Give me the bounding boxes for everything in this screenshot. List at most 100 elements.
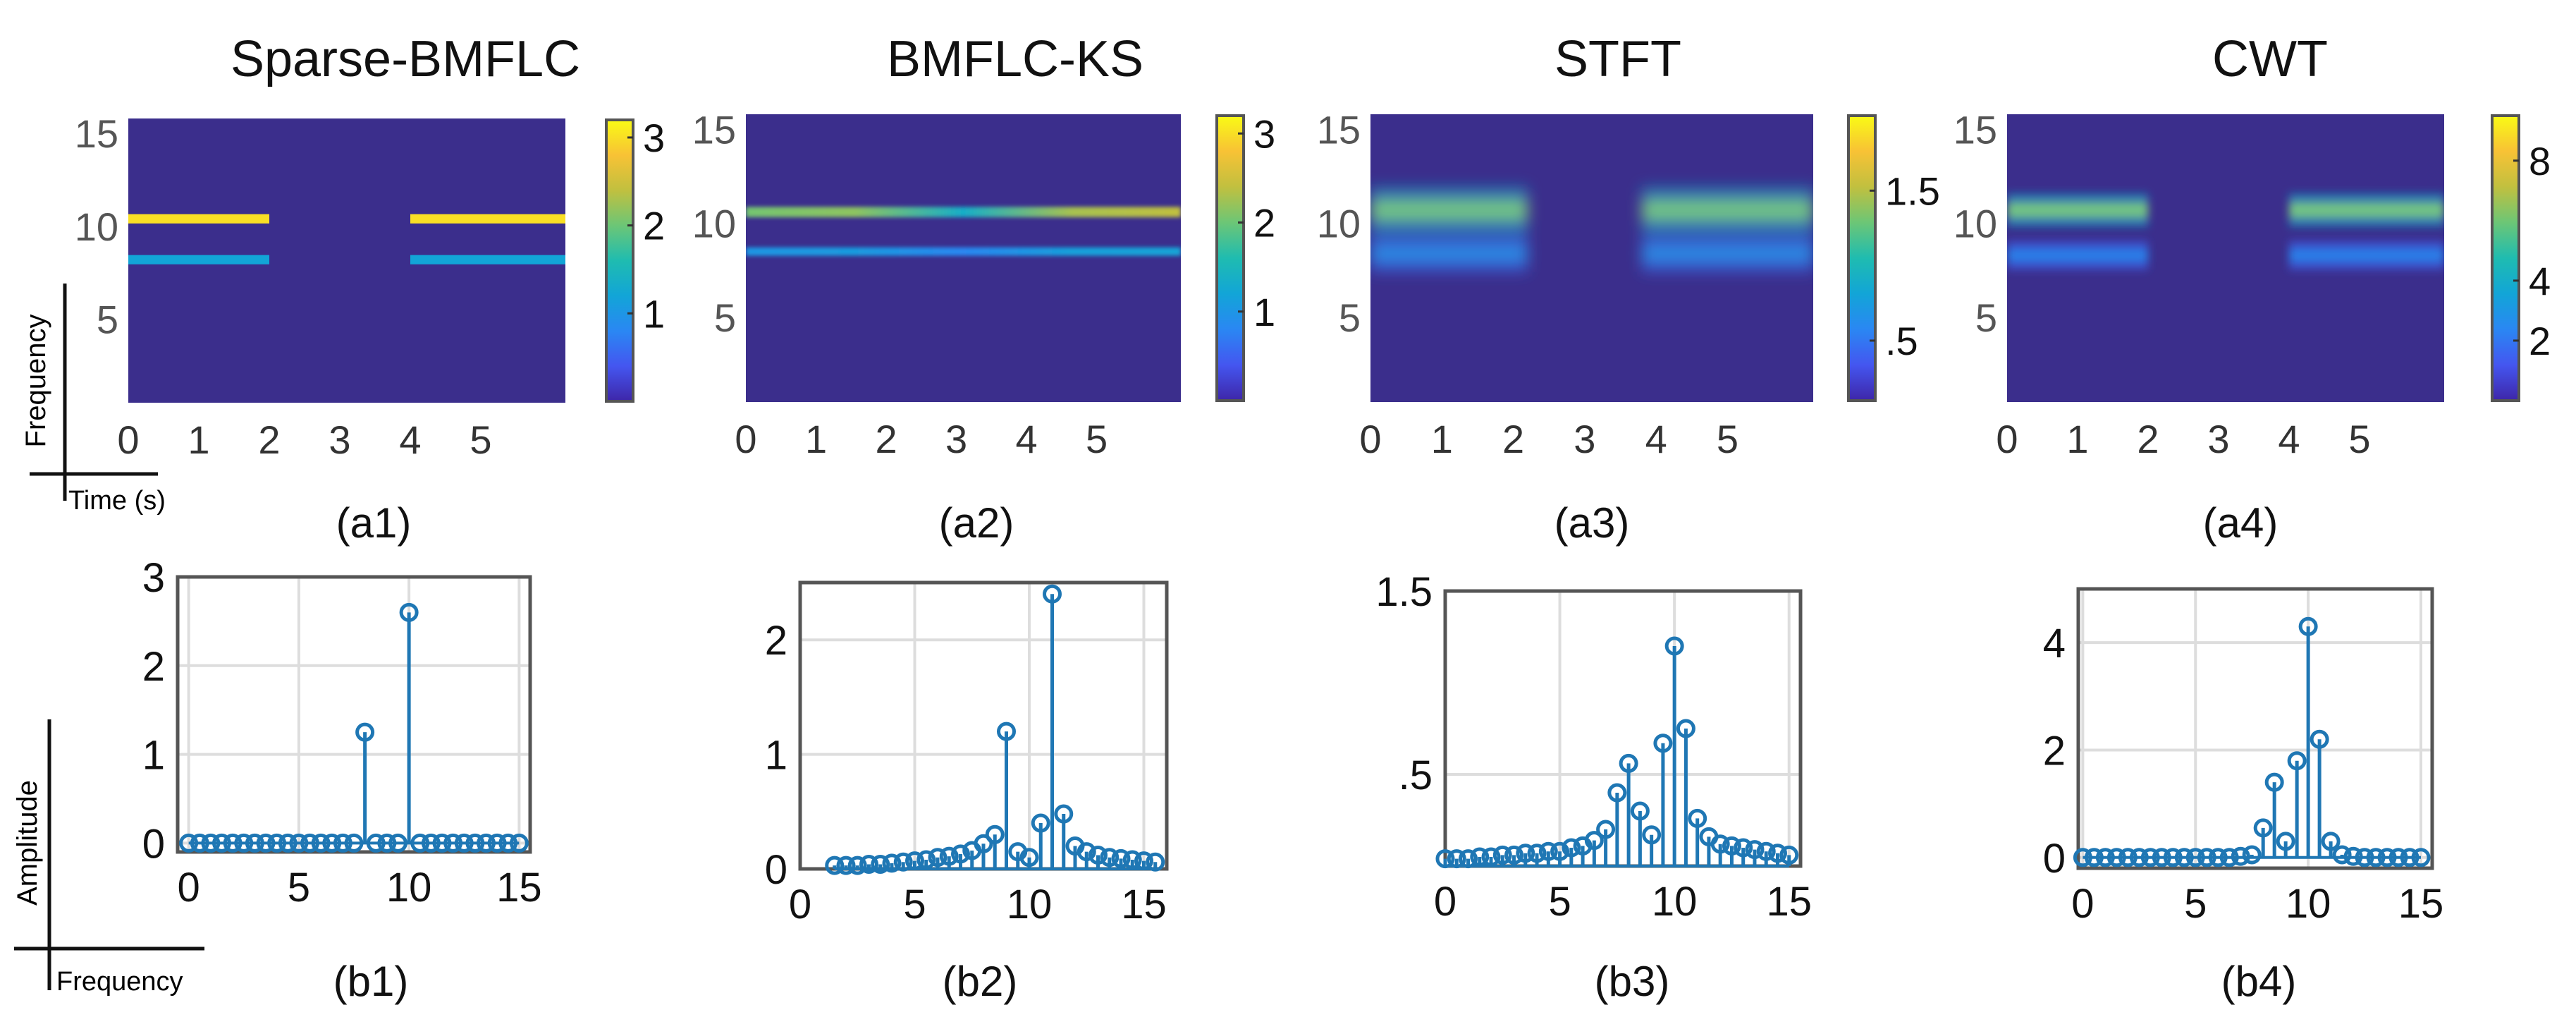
colorbar-tick-label: 3 [1253, 111, 1275, 156]
stem-marker [1562, 838, 1581, 858]
y-tick-label: 0 [2043, 836, 2066, 882]
stem-marker [245, 833, 264, 853]
stem-marker [1447, 849, 1466, 869]
stem-marker [1146, 852, 1165, 872]
heatmap-panel-a2: BMFLC-KS (a2) 0 1 2 3 4 5 5 10 15 1 2 3 [692, 31, 1275, 547]
stem-marker [1435, 849, 1455, 869]
y-tick-label: 5 [1975, 296, 1997, 340]
stem-marker [1122, 850, 1142, 870]
stem-marker [234, 833, 254, 853]
stem-marker [1745, 840, 1765, 860]
y-tick-label: 15 [692, 107, 736, 152]
x-tick-label: 5 [1086, 417, 1108, 461]
stem-marker [2129, 848, 2149, 867]
stem-marker [410, 833, 430, 853]
stem-marker [1722, 836, 1741, 856]
heatmap-bands [1370, 187, 1813, 272]
stem-marker [190, 833, 209, 853]
plot-area [178, 577, 530, 852]
axes-box [2076, 587, 2434, 870]
y-tick-label: 2 [765, 618, 787, 664]
x-tick-label: 2 [2137, 417, 2159, 461]
heatmap-bands [2007, 193, 2444, 270]
plot-area [800, 583, 1167, 869]
stem-marker [1756, 841, 1776, 861]
stem-marker [1676, 719, 1695, 738]
x-tick-label: 2 [258, 418, 280, 462]
stem-marker [1134, 851, 1153, 871]
stem-marker [465, 833, 485, 853]
x-tick-label: 0 [789, 882, 811, 927]
x-tick-label: 5 [1548, 879, 1571, 925]
frequency-xaxis-label: Frequency [56, 967, 183, 997]
stem-marker [1481, 847, 1501, 867]
plot-area [2078, 589, 2432, 868]
stem-marker [344, 833, 364, 853]
x-tick-label: 15 [496, 865, 542, 911]
stem-marker [1642, 825, 1662, 845]
panel-title-a3: STFT [1554, 31, 1681, 87]
y-tick-label: 10 [692, 202, 736, 246]
stem-marker [377, 833, 397, 853]
stem-marker [2174, 848, 2194, 867]
stem-marker [300, 833, 319, 853]
x-tick-label: 0 [2071, 881, 2094, 927]
stem-panel-b3: 0 5 10 15 .5 1.5 (b3) [1375, 569, 1812, 1005]
stem-marker [509, 833, 529, 853]
heatmap-band [410, 214, 565, 224]
x-tick-label: 15 [1121, 882, 1167, 927]
stem-marker [2140, 848, 2160, 867]
y-tick-label: 3 [142, 555, 165, 601]
x-tick-label: 3 [329, 418, 350, 462]
stem-marker [2298, 616, 2318, 636]
heatmap-band [128, 255, 269, 264]
colorbar-a4 [2491, 114, 2520, 402]
stem-marker [2084, 848, 2104, 867]
stem-marker [399, 602, 419, 622]
x-tick-label: 1 [1431, 417, 1453, 461]
stem-marker [2366, 848, 2386, 867]
heatmap-band-halo [2289, 193, 2444, 227]
heatmap-band-halo [2007, 240, 2148, 270]
stem-marker [267, 833, 287, 853]
x-tick-label: 4 [1015, 417, 1037, 461]
stem-marker [2208, 848, 2228, 867]
stem-marker [1019, 848, 1039, 867]
stem-marker [1054, 804, 1074, 824]
stem-marker [421, 833, 441, 853]
stem-marker [1607, 783, 1627, 803]
stem-marker [179, 833, 199, 853]
heatmap-band-halo [1641, 234, 1813, 272]
stem-marker [836, 856, 856, 875]
x-tick-label: 0 [1434, 879, 1456, 925]
y-tick-label: 10 [1317, 202, 1361, 246]
stem-marker [2355, 848, 2374, 867]
y-tick-label: 10 [1954, 202, 1997, 246]
stem-marker [256, 833, 276, 853]
heatmap-band [410, 255, 565, 264]
panel-caption-a3: (a3) [1554, 499, 1630, 547]
x-tick-label: 10 [1652, 879, 1698, 925]
x-tick-label: 1 [805, 417, 827, 461]
stem-marker [2400, 848, 2419, 867]
x-tick-label: 4 [2278, 417, 2300, 461]
stem-marker [1779, 845, 1799, 865]
time-axis-label: Time (s) [68, 486, 166, 516]
stem-marker [859, 855, 878, 875]
heatmap-band [128, 214, 269, 224]
panel-caption-b3: (b3) [1595, 958, 1670, 1005]
stem-marker [985, 824, 1005, 844]
stem-marker [1527, 844, 1547, 863]
stem-marker [847, 856, 867, 875]
y-tick-label: 15 [1954, 107, 1997, 152]
heatmap-band [746, 247, 1181, 256]
x-tick-label: 1 [2066, 417, 2088, 461]
panel-title-a2: BMFLC-KS [887, 31, 1143, 87]
stem-marker [939, 846, 959, 866]
stem-marker [928, 848, 947, 867]
stem-marker [1767, 844, 1787, 863]
heatmap-band-halo [2289, 240, 2444, 270]
stem-panel-b2: 0 5 10 15 0 1 2 (b2) [765, 580, 1169, 1005]
x-tick-label: 5 [470, 418, 491, 462]
